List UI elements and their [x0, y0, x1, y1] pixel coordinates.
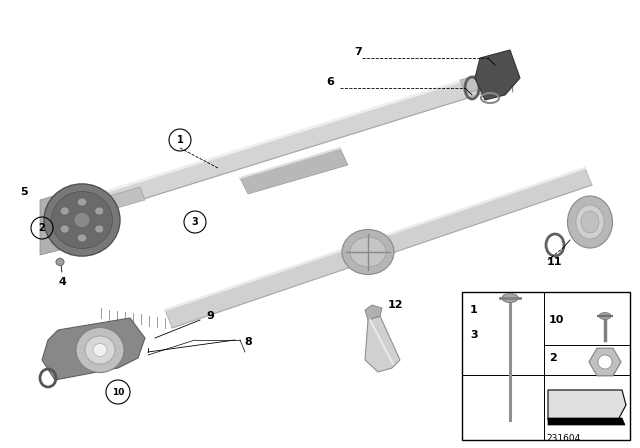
Text: 2: 2: [38, 223, 45, 233]
Polygon shape: [365, 316, 400, 372]
Polygon shape: [95, 187, 145, 213]
Polygon shape: [548, 390, 626, 420]
Ellipse shape: [342, 229, 394, 275]
Circle shape: [598, 355, 612, 369]
Ellipse shape: [60, 225, 69, 233]
Text: 231604: 231604: [546, 434, 580, 443]
Text: 7: 7: [354, 47, 362, 57]
Polygon shape: [95, 72, 500, 210]
Ellipse shape: [581, 211, 599, 233]
Text: 3: 3: [470, 330, 477, 340]
Polygon shape: [40, 188, 80, 255]
Ellipse shape: [85, 336, 115, 364]
Ellipse shape: [568, 196, 612, 248]
Text: 10: 10: [112, 388, 124, 396]
Text: 3: 3: [191, 217, 198, 227]
Ellipse shape: [56, 258, 64, 266]
Ellipse shape: [95, 225, 104, 233]
Ellipse shape: [95, 207, 104, 215]
Ellipse shape: [77, 198, 86, 206]
Polygon shape: [475, 50, 520, 100]
Text: 12: 12: [387, 300, 403, 310]
Ellipse shape: [576, 205, 604, 239]
Ellipse shape: [44, 184, 120, 256]
Text: 4: 4: [58, 277, 66, 287]
Text: 9: 9: [206, 311, 214, 321]
Text: 6: 6: [326, 77, 334, 87]
Text: 1: 1: [470, 305, 477, 315]
Bar: [462, 292, 630, 440]
Ellipse shape: [60, 207, 69, 215]
Ellipse shape: [52, 191, 113, 249]
Polygon shape: [165, 168, 592, 328]
Polygon shape: [548, 418, 625, 425]
Ellipse shape: [93, 344, 107, 357]
Polygon shape: [365, 305, 382, 320]
Ellipse shape: [74, 212, 90, 228]
Polygon shape: [460, 68, 505, 94]
Ellipse shape: [77, 234, 86, 242]
Text: 5: 5: [20, 187, 28, 197]
Ellipse shape: [599, 313, 611, 319]
Text: 8: 8: [244, 337, 252, 347]
Text: 11: 11: [547, 257, 562, 267]
Ellipse shape: [502, 293, 518, 302]
Ellipse shape: [350, 237, 386, 267]
Ellipse shape: [76, 327, 124, 372]
Polygon shape: [42, 318, 145, 380]
Text: 2: 2: [549, 353, 557, 363]
Text: 10: 10: [549, 315, 564, 325]
Polygon shape: [240, 148, 348, 194]
Text: 1: 1: [177, 135, 184, 145]
